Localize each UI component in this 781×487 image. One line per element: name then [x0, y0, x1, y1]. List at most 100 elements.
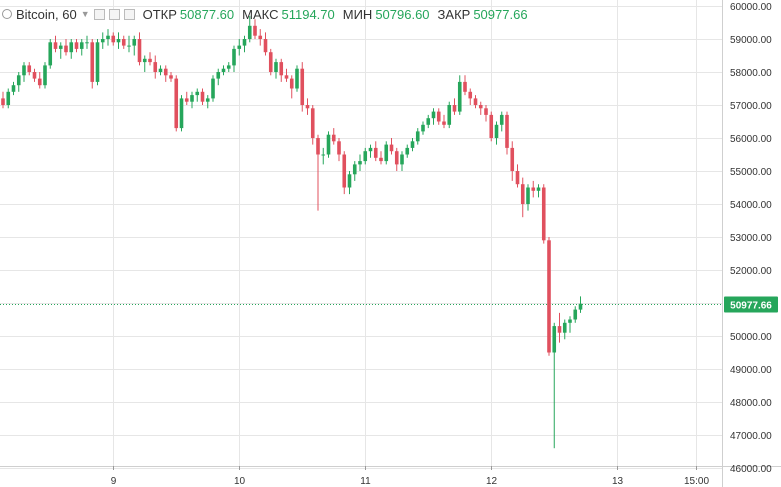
- candle-body[interactable]: [494, 124, 499, 138]
- candle-body[interactable]: [53, 42, 58, 49]
- candle-body[interactable]: [116, 39, 121, 43]
- candle-body[interactable]: [69, 42, 74, 53]
- candle-body[interactable]: [452, 105, 457, 112]
- candle-body[interactable]: [184, 98, 189, 102]
- candle-body[interactable]: [48, 42, 53, 66]
- candle-body[interactable]: [195, 91, 200, 96]
- candle-body[interactable]: [552, 326, 557, 353]
- candle-body[interactable]: [515, 171, 520, 185]
- candle-body[interactable]: [510, 147, 515, 171]
- candle-body[interactable]: [289, 78, 294, 89]
- candle-body[interactable]: [321, 154, 326, 156]
- candle-body[interactable]: [305, 105, 310, 109]
- candle-body[interactable]: [547, 240, 551, 353]
- candle-body[interactable]: [64, 45, 68, 53]
- candle-body[interactable]: [316, 138, 320, 155]
- candle-body[interactable]: [373, 147, 378, 158]
- candle-body[interactable]: [137, 39, 142, 63]
- candle-body[interactable]: [274, 62, 278, 72]
- candle-body[interactable]: [221, 68, 226, 72]
- candle-body[interactable]: [247, 25, 252, 39]
- candle-body[interactable]: [148, 58, 152, 63]
- candle-body[interactable]: [85, 42, 89, 44]
- candle-body[interactable]: [111, 35, 116, 43]
- candle-body[interactable]: [121, 39, 126, 46]
- candle-body[interactable]: [541, 187, 546, 241]
- candle-body[interactable]: [415, 131, 420, 142]
- candle-body[interactable]: [79, 42, 84, 49]
- candle-body[interactable]: [436, 111, 441, 122]
- candle-body[interactable]: [310, 108, 315, 138]
- candle-body[interactable]: [37, 78, 42, 86]
- candle-body[interactable]: [158, 68, 163, 72]
- candle-body[interactable]: [232, 48, 236, 66]
- candle-body[interactable]: [562, 322, 567, 333]
- candle-body[interactable]: [489, 114, 494, 138]
- candle-body[interactable]: [352, 164, 357, 175]
- candle-body[interactable]: [526, 187, 530, 205]
- candle-body[interactable]: [531, 187, 536, 191]
- close-icon[interactable]: [123, 8, 135, 20]
- candle-body[interactable]: [499, 114, 504, 125]
- candle-body[interactable]: [163, 68, 168, 76]
- candle-body[interactable]: [358, 161, 362, 165]
- candle-body[interactable]: [457, 81, 462, 112]
- candle-body[interactable]: [16, 75, 21, 86]
- candle-body[interactable]: [389, 144, 394, 152]
- candle-body[interactable]: [263, 39, 268, 53]
- candle-body[interactable]: [43, 65, 47, 86]
- candle-body[interactable]: [205, 98, 210, 102]
- candle-body[interactable]: [226, 65, 231, 69]
- candle-body[interactable]: [484, 108, 488, 115]
- candle-body[interactable]: [478, 105, 483, 109]
- candle-body[interactable]: [142, 58, 147, 63]
- candle-body[interactable]: [1, 98, 5, 105]
- candle-body[interactable]: [22, 65, 26, 76]
- candle-body[interactable]: [384, 144, 389, 162]
- candle-body[interactable]: [405, 147, 410, 155]
- candle-body[interactable]: [6, 91, 11, 105]
- candle-body[interactable]: [421, 124, 425, 132]
- candle-body[interactable]: [573, 309, 578, 320]
- candle-body[interactable]: [557, 326, 562, 333]
- visibility-icon[interactable]: [93, 8, 105, 20]
- candle-body[interactable]: [242, 39, 247, 46]
- candle-body[interactable]: [190, 95, 194, 102]
- candle-body[interactable]: [32, 72, 37, 79]
- candle-body[interactable]: [473, 98, 478, 105]
- settings-icon[interactable]: [108, 8, 120, 20]
- candle-body[interactable]: [127, 45, 131, 47]
- candle-body[interactable]: [379, 157, 383, 162]
- candle-body[interactable]: [174, 78, 179, 129]
- candle-body[interactable]: [337, 141, 341, 155]
- candle-body[interactable]: [258, 35, 263, 39]
- candle-body[interactable]: [520, 184, 525, 204]
- candle-body[interactable]: [447, 105, 452, 125]
- candle-body[interactable]: [27, 65, 32, 72]
- candle-body[interactable]: [58, 45, 63, 49]
- candle-body[interactable]: [90, 42, 95, 82]
- candle-body[interactable]: [426, 118, 431, 125]
- chevron-down-icon[interactable]: ▼: [80, 9, 90, 19]
- candle-body[interactable]: [253, 25, 257, 36]
- candle-body[interactable]: [400, 154, 404, 165]
- candle-body[interactable]: [169, 75, 173, 79]
- candle-body[interactable]: [368, 147, 373, 152]
- candle-body[interactable]: [11, 85, 16, 92]
- candle-body[interactable]: [132, 39, 137, 46]
- candle-body[interactable]: [179, 98, 184, 129]
- candle-body[interactable]: [442, 121, 446, 125]
- candle-body[interactable]: [410, 141, 415, 148]
- candle-body[interactable]: [216, 72, 221, 79]
- candle-body[interactable]: [331, 134, 336, 142]
- candle-body[interactable]: [568, 319, 572, 323]
- candle-body[interactable]: [268, 52, 273, 72]
- candle-body[interactable]: [363, 151, 368, 162]
- candle-body[interactable]: [578, 303, 583, 310]
- candle-body[interactable]: [295, 68, 299, 89]
- candle-body[interactable]: [284, 75, 289, 79]
- candle-body[interactable]: [468, 91, 473, 99]
- candle-body[interactable]: [431, 111, 436, 119]
- candle-body[interactable]: [153, 62, 158, 72]
